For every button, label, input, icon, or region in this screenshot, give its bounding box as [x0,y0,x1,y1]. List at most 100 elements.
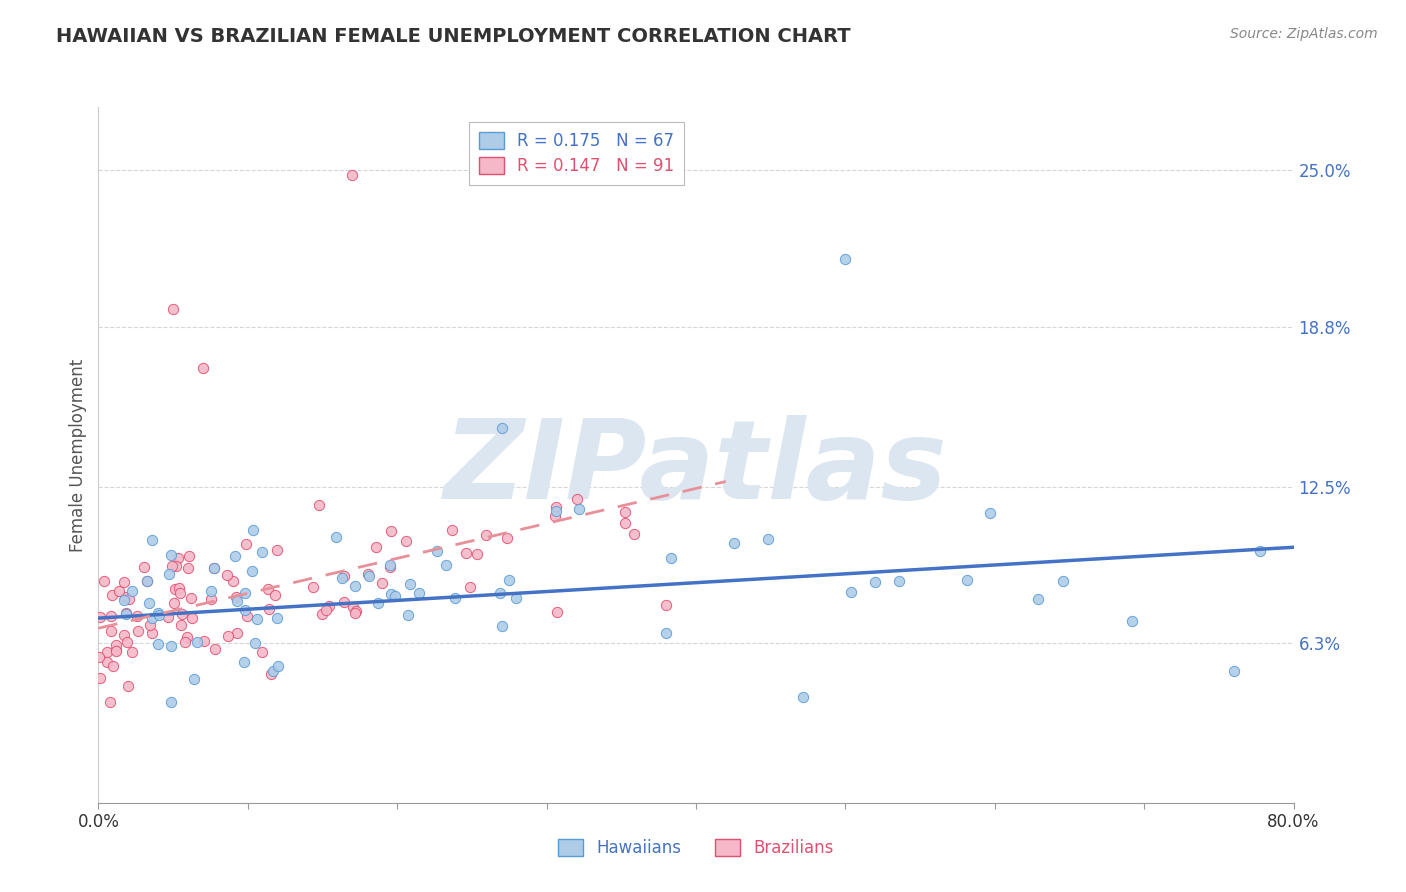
Point [257,601,280,615]
Point [256,582,278,596]
Point [367,596,389,610]
Point [315,602,337,616]
Point [302,581,325,595]
Point [491,619,513,633]
Point [105,643,128,657]
Point [756,532,779,546]
Point [546,500,568,514]
Point [104,643,127,657]
Point [498,573,520,587]
Point [179,549,201,563]
Point [887,574,910,589]
Point [101,659,124,673]
Point [186,635,208,649]
Point [170,607,193,621]
Point [108,584,131,599]
Point [146,606,169,620]
Point [357,567,380,582]
Point [491,421,513,435]
Point [138,596,160,610]
Point [141,533,163,548]
Point [146,637,169,651]
Point [544,508,567,523]
Point [380,524,402,539]
Point [127,624,149,639]
Point [163,582,186,596]
Point [112,593,135,607]
Point [141,610,163,624]
Point [89,671,111,685]
Point [162,596,184,610]
Point [200,592,222,607]
Point [568,501,591,516]
Point [157,566,180,581]
Point [343,606,366,620]
Point [202,561,225,575]
Point [217,629,239,643]
Point [138,618,160,632]
Point [93,574,115,588]
Point [723,536,745,550]
Point [114,590,136,604]
Point [266,611,288,625]
Legend: Hawaiians, Brazilians: Hawaiians, Brazilians [551,832,841,864]
Point [546,504,568,518]
Point [623,527,645,541]
Point [117,679,139,693]
Point [202,561,225,575]
Point [87,650,110,665]
Point [240,564,263,578]
Point [456,546,478,560]
Point [141,626,163,640]
Point [661,551,683,566]
Point [243,636,266,650]
Point [127,609,149,624]
Point [614,505,637,519]
Point [330,571,353,585]
Point [426,544,449,558]
Point [266,542,288,557]
Point [96,656,118,670]
Point [104,638,127,652]
Point [157,609,180,624]
Point [863,574,886,589]
Point [378,559,401,574]
Point [250,645,273,659]
Point [112,627,135,641]
Point [115,634,138,648]
Point [193,634,215,648]
Point [366,540,388,554]
Point [235,586,257,600]
Point [440,523,463,537]
Point [262,664,284,678]
Text: Source: ZipAtlas.com: Source: ZipAtlas.com [1230,27,1378,41]
Point [191,360,214,375]
Point [242,523,264,537]
Point [160,559,183,574]
Point [176,631,198,645]
Point [1223,665,1246,679]
Point [169,581,191,595]
Point [169,585,191,599]
Point [332,595,354,609]
Point [232,655,254,669]
Point [121,583,143,598]
Point [378,558,401,572]
Point [252,545,274,559]
Point [236,609,259,624]
Point [565,492,588,507]
Point [465,547,488,561]
Point [396,607,419,622]
Point [235,537,257,551]
Point [96,645,118,659]
Point [267,659,290,673]
Point [215,568,238,582]
Point [380,587,402,601]
Point [956,573,979,587]
Point [370,575,392,590]
Point [655,599,678,613]
Point [98,695,121,709]
Point [204,642,226,657]
Point [224,549,246,563]
Point [344,604,367,618]
